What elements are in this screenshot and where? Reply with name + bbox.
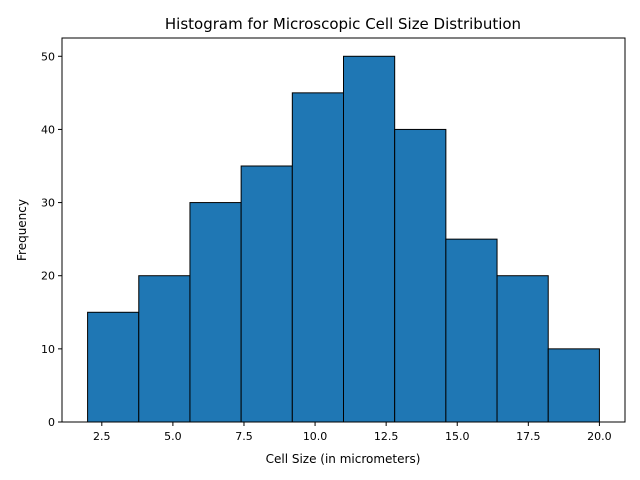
histogram-bar <box>445 238 498 423</box>
x-tick-label: 5.0 <box>164 430 182 443</box>
x-tick-label: 2.5 <box>93 430 111 443</box>
histogram-bar <box>496 275 549 423</box>
y-axis-ticks: 0 10 20 30 40 50 <box>41 50 62 429</box>
histogram-bar <box>394 128 447 423</box>
x-tick-label: 15.0 <box>445 430 470 443</box>
x-tick-label: 17.5 <box>516 430 541 443</box>
x-tick-label: 12.5 <box>374 430 399 443</box>
y-tick-label: 20 <box>41 270 55 283</box>
x-tick-label: 7.5 <box>235 430 253 443</box>
y-tick-label: 0 <box>48 416 55 429</box>
plot-frame <box>61 37 626 423</box>
x-tick-label: 10.0 <box>303 430 328 443</box>
y-tick-label: 30 <box>41 197 55 210</box>
histogram-bar <box>291 92 344 423</box>
x-tick-label: 20.0 <box>587 430 612 443</box>
y-tick-label: 10 <box>41 343 55 356</box>
y-tick-label: 40 <box>41 123 55 136</box>
chart-title: Histogram for Microscopic Cell Size Dist… <box>165 15 521 33</box>
histogram-bar <box>87 311 140 423</box>
histogram-bar <box>343 55 396 423</box>
histogram-bar <box>189 202 242 423</box>
y-axis-label: Frequency <box>15 199 29 261</box>
bars-group <box>87 55 600 423</box>
histogram-bar <box>138 275 191 423</box>
x-axis-ticks: 2.5 5.0 7.5 10.0 12.5 15.0 17.5 20.0 <box>93 422 612 443</box>
x-axis-label: Cell Size (in micrometers) <box>266 452 421 466</box>
y-tick-label: 50 <box>41 50 55 63</box>
histogram-bar <box>547 348 600 423</box>
histogram-bar <box>240 165 293 423</box>
